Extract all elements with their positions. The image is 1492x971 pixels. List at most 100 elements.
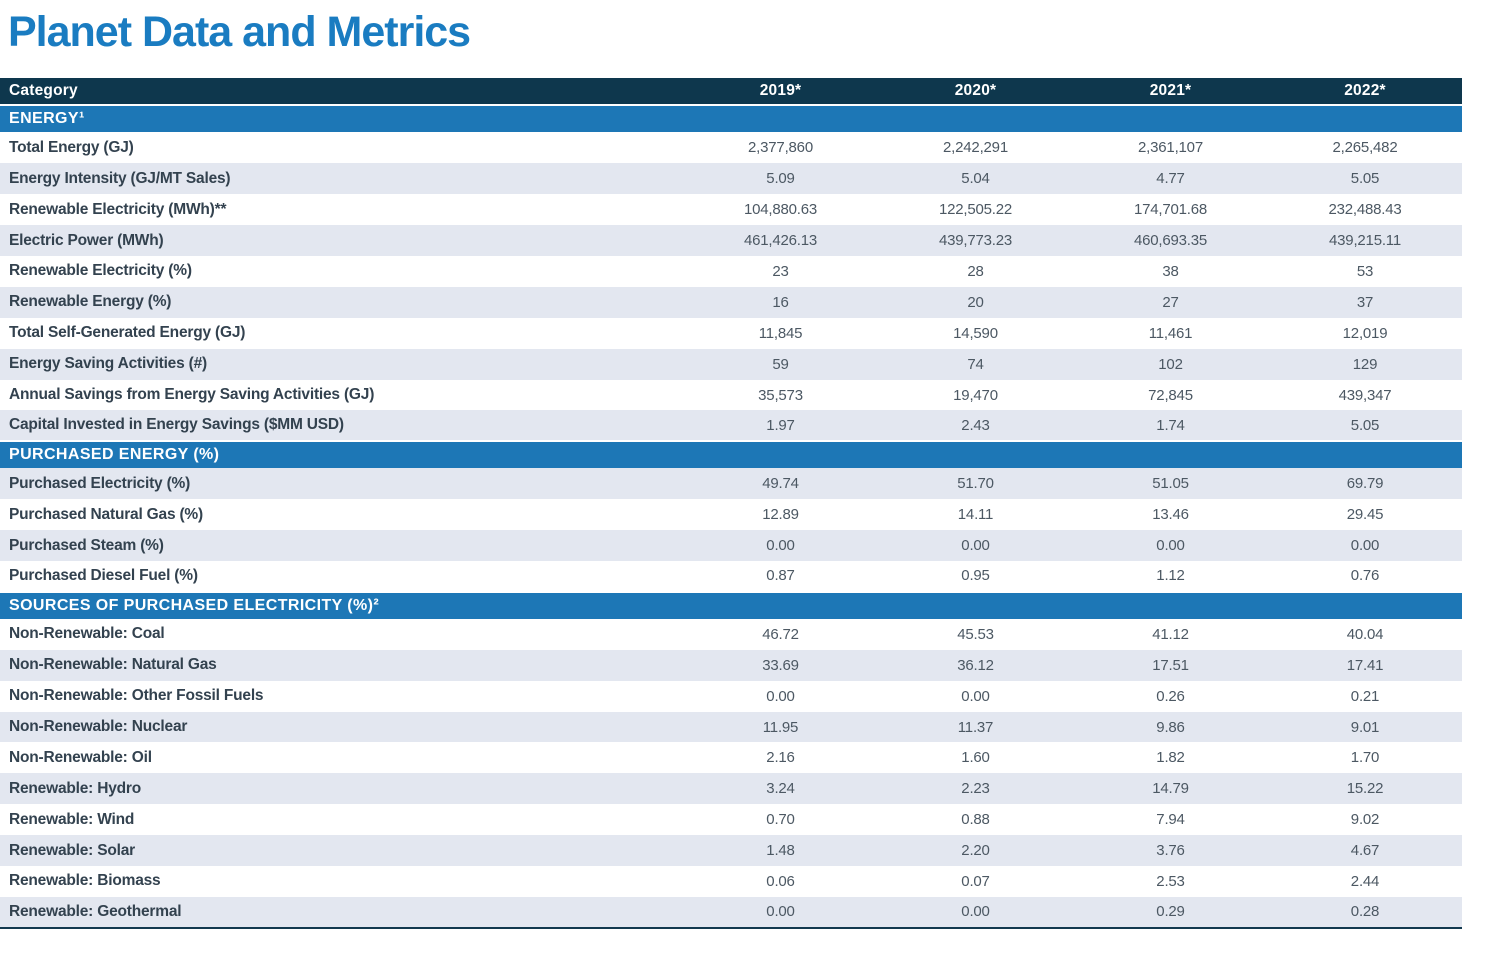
- row-value: 2.43: [878, 410, 1073, 442]
- row-value: 0.00: [878, 896, 1073, 928]
- table-row: Energy Saving Activities (#) 59 74 102 129: [0, 348, 1462, 380]
- row-value: 3.24: [683, 773, 878, 805]
- row-value: 69.79: [1268, 468, 1462, 500]
- row-value: 3.76: [1073, 835, 1268, 867]
- row-value: 28: [878, 256, 1073, 287]
- row-value: 0.88: [878, 804, 1073, 836]
- row-value: 11.95: [683, 711, 878, 743]
- row-label: Renewable Electricity (%): [0, 256, 683, 287]
- row-value: 19,470: [878, 379, 1073, 411]
- table-row: Total Energy (GJ) 2,377,860 2,242,291 2,361…: [0, 132, 1462, 164]
- row-value: 13.46: [1073, 499, 1268, 531]
- section-title: SOURCES OF PURCHASED ELECTRICITY (%)²: [0, 590, 1462, 619]
- row-value: 2,377,860: [683, 132, 878, 164]
- row-value: 1.48: [683, 835, 878, 867]
- table-row: Renewable Energy (%) 16 20 27 37: [0, 286, 1462, 318]
- row-label: Renewable: Hydro: [0, 773, 683, 805]
- row-value: 232,488.43: [1268, 194, 1462, 226]
- row-value: 0.00: [683, 530, 878, 562]
- row-value: 0.06: [683, 866, 878, 897]
- row-value: 12,019: [1268, 317, 1462, 349]
- row-value: 29.45: [1268, 499, 1462, 531]
- table-header-row: Category 2019* 2020* 2021* 2022*: [0, 78, 1462, 106]
- section-header-row: SOURCES OF PURCHASED ELECTRICITY (%)²: [0, 590, 1462, 619]
- row-value: 9.01: [1268, 711, 1462, 743]
- row-value: 460,693.35: [1073, 225, 1268, 256]
- table-row: Non-Renewable: Natural Gas 33.69 36.12 17.5…: [0, 649, 1462, 681]
- table-row: Renewable: Geothermal 0.00 0.00 0.29 0.28: [0, 896, 1462, 928]
- row-value: 35,573: [683, 379, 878, 411]
- row-value: 122,505.22: [878, 194, 1073, 226]
- row-value: 461,426.13: [683, 225, 878, 256]
- row-label: Purchased Diesel Fuel (%): [0, 561, 683, 592]
- table-row: Non-Renewable: Oil 2.16 1.60 1.82 1.70: [0, 742, 1462, 774]
- table-row: Renewable: Biomass 0.06 0.07 2.53 2.44: [0, 866, 1462, 897]
- row-value: 439,215.11: [1268, 225, 1462, 256]
- row-label: Total Self-Generated Energy (GJ): [0, 317, 683, 349]
- row-value: 4.77: [1073, 163, 1268, 195]
- row-value: 51.05: [1073, 468, 1268, 500]
- row-label: Non-Renewable: Natural Gas: [0, 649, 683, 681]
- row-value: 5.09: [683, 163, 878, 195]
- table-row: Electric Power (MWh) 461,426.13 439,773.23…: [0, 225, 1462, 256]
- year-column-header-2020: 2020*: [878, 78, 1073, 106]
- row-value: 15.22: [1268, 773, 1462, 805]
- row-value: 1.60: [878, 742, 1073, 774]
- row-value: 2,242,291: [878, 132, 1073, 164]
- table-row: Non-Renewable: Coal 46.72 45.53 41.12 40.04: [0, 618, 1462, 650]
- row-value: 23: [683, 256, 878, 287]
- table-row: Capital Invested in Energy Savings ($MM …: [0, 410, 1462, 442]
- row-value: 38: [1073, 256, 1268, 287]
- section-header-row: ENERGY¹: [0, 104, 1462, 133]
- row-value: 20: [878, 286, 1073, 318]
- table-row: Total Self-Generated Energy (GJ) 11,845 14…: [0, 317, 1462, 349]
- page-title: Planet Data and Metrics: [8, 8, 471, 56]
- row-label: Purchased Electricity (%): [0, 468, 683, 500]
- table-row: Renewable Electricity (%) 23 28 38 53: [0, 256, 1462, 287]
- table-row: Purchased Electricity (%) 49.74 51.70 51.05…: [0, 468, 1462, 500]
- row-value: 0.26: [1073, 680, 1268, 712]
- section-title: PURCHASED ENERGY (%): [0, 440, 1462, 469]
- metrics-table: Category 2019* 2020* 2021* 2022* ENERGY¹…: [0, 78, 1462, 929]
- row-label: Renewable Energy (%): [0, 286, 683, 318]
- row-value: 0.70: [683, 804, 878, 836]
- row-value: 14.79: [1073, 773, 1268, 805]
- row-value: 5.05: [1268, 410, 1462, 442]
- row-value: 2.23: [878, 773, 1073, 805]
- row-value: 0.76: [1268, 561, 1462, 592]
- row-value: 1.74: [1073, 410, 1268, 442]
- row-value: 2,265,482: [1268, 132, 1462, 164]
- table-row: Renewable Electricity (MWh)** 104,880.63 1…: [0, 194, 1462, 226]
- row-value: 40.04: [1268, 618, 1462, 650]
- row-value: 11.37: [878, 711, 1073, 743]
- row-value: 0.00: [878, 530, 1073, 562]
- row-value: 12.89: [683, 499, 878, 531]
- table-row: Non-Renewable: Other Fossil Fuels 0.00 0.0…: [0, 680, 1462, 712]
- row-value: 5.05: [1268, 163, 1462, 195]
- row-label: Renewable: Geothermal: [0, 896, 683, 928]
- row-value: 14.11: [878, 499, 1073, 531]
- row-label: Renewable: Wind: [0, 804, 683, 836]
- row-value: 2,361,107: [1073, 132, 1268, 164]
- row-value: 9.02: [1268, 804, 1462, 836]
- table-row: Non-Renewable: Nuclear 11.95 11.37 9.86 9.01: [0, 711, 1462, 743]
- row-value: 14,590: [878, 317, 1073, 349]
- row-value: 0.00: [1073, 530, 1268, 562]
- row-value: 9.86: [1073, 711, 1268, 743]
- table-row: Renewable: Solar 1.48 2.20 3.76 4.67: [0, 835, 1462, 867]
- section-title: ENERGY¹: [0, 104, 1462, 133]
- row-value: 0.00: [878, 680, 1073, 712]
- row-value: 49.74: [683, 468, 878, 500]
- row-value: 5.04: [878, 163, 1073, 195]
- row-value: 0.28: [1268, 896, 1462, 928]
- row-value: 17.51: [1073, 649, 1268, 681]
- row-value: 36.12: [878, 649, 1073, 681]
- row-label: Capital Invested in Energy Savings ($MM …: [0, 410, 683, 442]
- table-row: Energy Intensity (GJ/MT Sales) 5.09 5.04 4.…: [0, 163, 1462, 195]
- row-label: Total Energy (GJ): [0, 132, 683, 164]
- row-value: 1.82: [1073, 742, 1268, 774]
- row-value: 1.12: [1073, 561, 1268, 592]
- row-value: 46.72: [683, 618, 878, 650]
- row-value: 0.00: [1268, 530, 1462, 562]
- row-value: 53: [1268, 256, 1462, 287]
